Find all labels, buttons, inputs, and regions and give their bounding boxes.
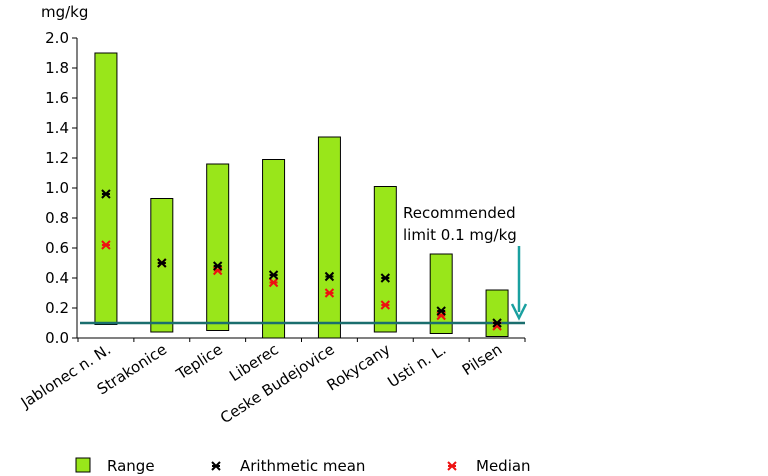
y-tick-label: 1.2 xyxy=(45,149,69,167)
x-category-label: Teplice xyxy=(172,340,226,384)
mean-marker xyxy=(436,306,446,316)
y-tick-label: 0.0 xyxy=(45,329,69,347)
y-tick-label: 0.2 xyxy=(45,299,69,317)
y-unit-label: mg/kg xyxy=(41,3,88,21)
range-bar xyxy=(373,186,397,333)
legend-median-label: Median xyxy=(476,457,531,475)
median-marker xyxy=(324,288,335,298)
y-tick-label: 0.6 xyxy=(45,239,69,257)
range-bar xyxy=(150,198,174,333)
median-marker xyxy=(380,300,391,310)
y-tick-label: 0.8 xyxy=(45,209,69,227)
plot-area: 0.0 0.2 0.4 0.6 0.8 1.0 1.2 1.4 1.6 1.8 2.0 mg/kg Ja… xyxy=(17,3,531,475)
mean-marker xyxy=(157,258,167,268)
legend-median-marker xyxy=(447,461,457,471)
legend-range-swatch xyxy=(75,457,91,473)
y-tick-label: 1.4 xyxy=(45,119,69,137)
y-tick-label: 1.6 xyxy=(45,89,69,107)
mean-marker xyxy=(212,261,223,271)
mean-marker xyxy=(268,270,279,280)
legend-mean-label: Arithmetic mean xyxy=(240,457,365,475)
range-bar xyxy=(429,253,453,334)
x-category-label: Jablonec n. N. xyxy=(17,340,114,412)
annotation-line-2: limit 0.1 mg/kg xyxy=(403,226,517,244)
annotation-line-1: Recommended xyxy=(403,204,516,222)
range-bar xyxy=(317,136,341,339)
median-marker xyxy=(101,240,111,250)
legend-mean-marker xyxy=(211,461,221,471)
range-bar xyxy=(206,163,230,331)
legend-range-label: Range xyxy=(107,457,155,475)
x-category-label: Usti n. L. xyxy=(384,340,449,391)
mean-marker xyxy=(380,273,391,283)
median-marker xyxy=(268,277,279,288)
annotation-arrow-head xyxy=(510,303,528,321)
range-bar xyxy=(485,289,509,337)
y-tick-label: 1.0 xyxy=(45,179,69,197)
y-tick-label: 0.4 xyxy=(45,269,69,287)
range-bar xyxy=(262,159,286,339)
x-category-label: Rokycany xyxy=(323,340,393,394)
mean-marker xyxy=(101,189,111,199)
x-category-label: Pilsen xyxy=(459,340,505,379)
y-tick-label: 1.8 xyxy=(45,59,69,77)
mean-marker xyxy=(492,318,502,328)
range-bar xyxy=(94,52,118,325)
y-tick-label: 2.0 xyxy=(45,29,69,47)
mean-marker xyxy=(324,271,335,282)
